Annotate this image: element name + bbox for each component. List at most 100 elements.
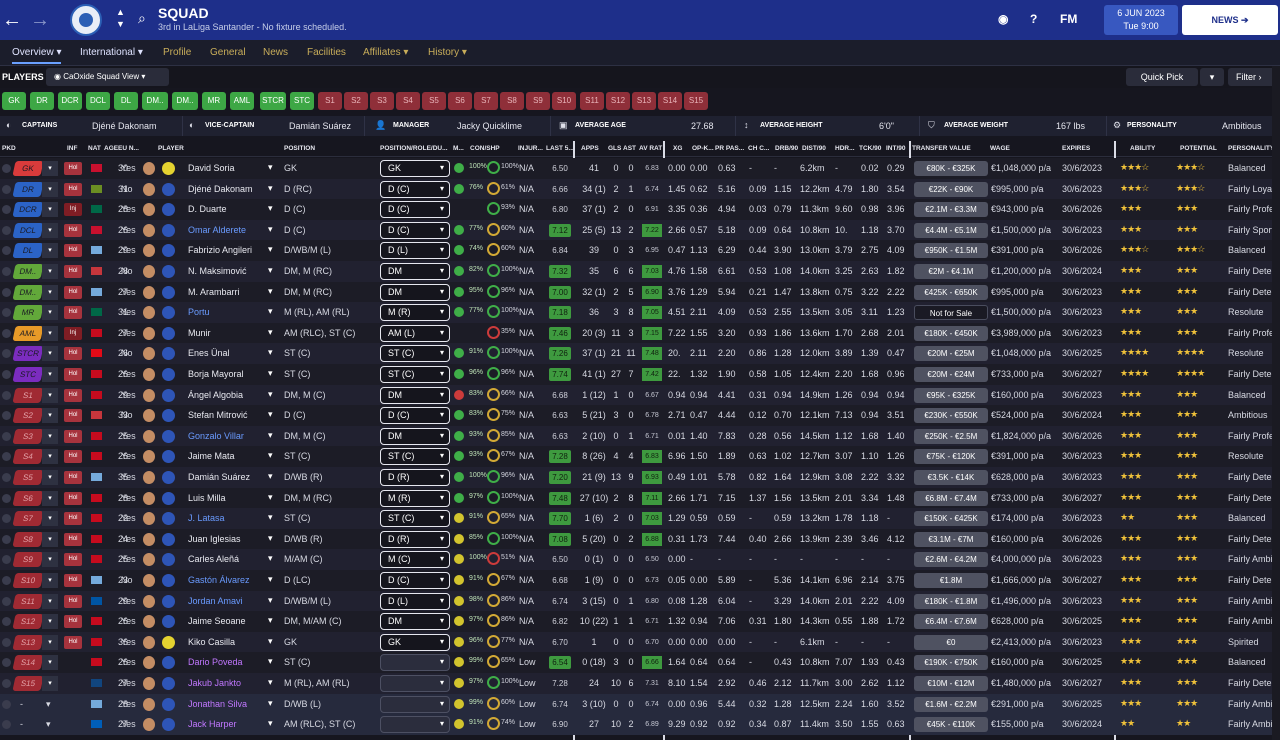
pick-position-badge[interactable]: S15 xyxy=(12,676,44,691)
position-token-21[interactable]: S11 xyxy=(580,92,604,110)
header-20[interactable]: DRB/90 xyxy=(775,145,799,152)
position-token-18[interactable]: S8 xyxy=(500,92,524,110)
transfer-value[interactable]: €2M - €4.1M xyxy=(914,264,988,279)
role-duty-select[interactable]: ST (C) ▾ xyxy=(380,448,450,466)
pick-position-badge[interactable]: DM.. xyxy=(12,264,44,279)
table-row[interactable]: - ▾ 28 Yes Jonathan Silva ▾ D/WB (L) ▾ 99% 60% Low… xyxy=(0,693,1280,715)
player-options-chevron[interactable]: ▾ xyxy=(268,326,273,337)
table-row[interactable]: AML ▾ Inj 27 Yes Munir ▾ AM (RLC), ST (C) AM (L)… xyxy=(0,322,1280,344)
table-row[interactable]: S5 ▾ Hol 35 Yes Damián Suárez ▾ D/WB (R) D (R) ▾ 1… xyxy=(0,467,1280,488)
player-name[interactable]: Jack Harper xyxy=(188,719,237,730)
player-name[interactable]: Gastón Álvarez xyxy=(188,575,250,585)
position-token-9[interactable]: STCR xyxy=(260,92,286,110)
header-28[interactable]: ABILITY xyxy=(1130,145,1156,152)
pick-position-dropdown[interactable]: ▾ xyxy=(42,511,58,527)
nationality-flag-icon[interactable] xyxy=(91,514,102,523)
header-4[interactable]: EU N... xyxy=(118,145,139,152)
info-badge[interactable]: Hol xyxy=(64,162,82,175)
role-duty-select[interactable]: D (C) ▾ xyxy=(380,221,450,239)
info-badge[interactable]: Hol xyxy=(64,388,82,402)
transfer-value[interactable]: €20M - €25M xyxy=(914,346,988,362)
pick-radio[interactable] xyxy=(2,473,11,482)
position-token-7[interactable]: MR xyxy=(202,92,226,110)
pick-position-dropdown[interactable]: ▾ xyxy=(42,490,58,506)
header-0[interactable]: PKD xyxy=(2,145,16,152)
pick-radio[interactable] xyxy=(2,370,11,379)
player-name[interactable]: Jaime Seoane xyxy=(188,616,246,627)
transfer-value[interactable]: €0 xyxy=(914,634,988,650)
position-token-23[interactable]: S13 xyxy=(632,92,656,110)
help-icon[interactable]: ? xyxy=(1030,12,1038,26)
header-25[interactable]: TRANSFER VALUE xyxy=(912,145,971,152)
info-badge[interactable]: Hol xyxy=(64,244,82,258)
pick-radio[interactable] xyxy=(2,411,11,421)
pick-position-badge[interactable]: DR xyxy=(12,181,44,197)
position-token-4[interactable]: DL xyxy=(114,92,138,110)
fm-logo[interactable]: FM xyxy=(1060,12,1078,26)
table-row[interactable]: S6 ▾ Hol 28 Yes Luis Milla ▾ DM, M (RC) M (R) ▾ 97… xyxy=(0,487,1280,509)
player-options-chevron[interactable]: ▾ xyxy=(268,491,273,502)
nationality-flag-icon[interactable] xyxy=(91,576,102,584)
position-token-15[interactable]: S5 xyxy=(422,92,446,110)
transfer-value[interactable]: €1.8M xyxy=(914,573,988,588)
role-duty-select[interactable]: GK ▾ xyxy=(380,160,450,177)
player-options-chevron[interactable]: ▾ xyxy=(268,471,273,481)
transfer-value[interactable]: €180K - €450K xyxy=(914,325,988,341)
nationality-flag-icon[interactable] xyxy=(91,534,102,543)
pick-position-badge[interactable]: S9 xyxy=(12,552,44,568)
pick-position-dropdown[interactable]: ▾ xyxy=(42,655,58,671)
player-name[interactable]: Djéné Dakonam xyxy=(188,183,253,194)
transfer-value[interactable]: €3.1M - €7M xyxy=(914,531,988,547)
club-crest-logo[interactable] xyxy=(70,4,102,36)
player-name[interactable]: David Soria xyxy=(188,163,235,173)
player-name[interactable]: Stefan Mitrović xyxy=(188,410,248,421)
player-options-chevron[interactable]: ▾ xyxy=(268,594,273,605)
info-badge[interactable]: Inj xyxy=(64,326,82,340)
pick-position-none[interactable]: - xyxy=(20,698,23,709)
pick-radio[interactable] xyxy=(2,452,11,462)
transfer-value[interactable]: €95K - €325K xyxy=(914,387,988,403)
pick-position-dropdown[interactable]: ▾ xyxy=(42,202,58,218)
pick-radio[interactable] xyxy=(2,534,11,544)
pick-position-badge[interactable]: S3 xyxy=(12,428,44,444)
pick-position-dropdown[interactable]: ▾ xyxy=(42,305,58,321)
tab-facilities[interactable]: Facilities xyxy=(307,47,346,58)
player-options-chevron[interactable]: ▾ xyxy=(268,368,273,378)
table-row[interactable]: GK ▾ Hol 30 Yes David Soria ▾ GK GK ▾ 100% 100% N/A 6… xyxy=(0,158,1280,179)
player-name[interactable]: Enes Ünal xyxy=(188,348,230,359)
pick-radio[interactable] xyxy=(2,658,11,668)
nationality-flag-icon[interactable] xyxy=(91,370,102,378)
player-name[interactable]: Luis Milla xyxy=(188,492,226,503)
header-18[interactable]: PR PAS... xyxy=(715,145,745,152)
transfer-value[interactable]: €190K - €750K xyxy=(914,655,988,671)
table-row[interactable]: S15 ▾ 27 Yes Jakub Jankto ▾ M (RL), AM (RL) ▾ 97… xyxy=(0,673,1280,694)
squad-view-dropdown[interactable]: ◉ CaOxide Squad View ▾ xyxy=(46,68,169,86)
pick-position-badge[interactable]: S7 xyxy=(12,511,44,527)
info-badge[interactable]: Hol xyxy=(64,635,82,649)
role-duty-select[interactable]: DM ▾ xyxy=(380,386,450,404)
player-options-chevron[interactable]: ▾ xyxy=(268,162,273,172)
table-row[interactable]: - ▾ 27 Yes Jack Harper ▾ AM (RLC), ST (C) ▾ 91% 7… xyxy=(0,714,1280,735)
player-name[interactable]: Carles Aleñá xyxy=(188,554,240,565)
nationality-flag-icon[interactable] xyxy=(91,473,102,481)
pick-position-badge[interactable]: STC xyxy=(12,367,44,382)
info-badge[interactable]: Hol xyxy=(64,429,82,443)
info-badge[interactable]: Hol xyxy=(64,532,82,546)
back-arrow-icon[interactable]: ← xyxy=(2,9,22,31)
quick-pick-dropdown[interactable]: ▾ xyxy=(1200,68,1224,86)
header-23[interactable]: TCK/90 xyxy=(859,145,882,152)
player-name[interactable]: Jordan Amavi xyxy=(188,595,243,606)
role-duty-select[interactable]: D (R) ▾ xyxy=(380,530,450,548)
pick-position-dropdown[interactable]: ▾ xyxy=(42,408,58,424)
pick-position-badge[interactable]: MR xyxy=(12,305,44,321)
position-token-8[interactable]: AML xyxy=(230,92,254,110)
pick-position-badge[interactable]: GK xyxy=(12,161,44,176)
info-badge[interactable]: Hol xyxy=(64,491,82,505)
role-duty-select[interactable]: DM ▾ xyxy=(380,427,450,445)
info-badge[interactable]: Hol xyxy=(64,409,82,423)
player-name[interactable]: Jaime Mata xyxy=(188,451,235,462)
player-name[interactable]: Gonzalo Villar xyxy=(188,430,244,441)
nationality-flag-icon[interactable] xyxy=(91,637,102,646)
player-options-chevron[interactable]: ▾ xyxy=(268,306,273,317)
transfer-value[interactable]: €230K - €550K xyxy=(914,408,988,424)
